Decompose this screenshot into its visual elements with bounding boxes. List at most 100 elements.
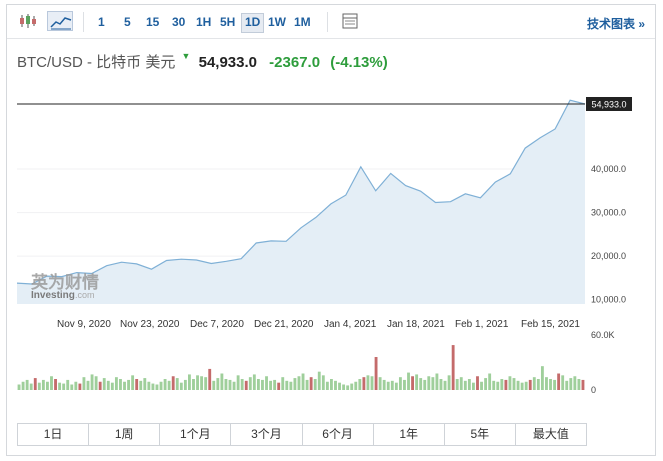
volume-bar xyxy=(33,378,37,390)
watermark-cn: 英为财情 xyxy=(31,272,99,293)
volume-bar xyxy=(123,381,126,390)
range-button[interactable]: 1周 xyxy=(89,424,161,445)
area-chart-icon[interactable] xyxy=(47,11,73,31)
volume-bar xyxy=(29,383,33,390)
volume-bar xyxy=(382,379,386,390)
candlestick-icon[interactable] xyxy=(17,11,39,31)
volume-bar xyxy=(565,380,569,390)
volume-bar xyxy=(398,377,402,390)
y-tick-label: 40,000.0 xyxy=(591,164,626,174)
volume-bar xyxy=(358,379,362,390)
technical-chart-link[interactable]: 技术图表 » xyxy=(586,17,645,31)
volume-bar xyxy=(277,382,281,390)
volume-bar xyxy=(25,379,29,390)
volume-bar xyxy=(98,381,102,390)
volume-bar xyxy=(516,380,520,390)
price-change-percent: (-4.13%) xyxy=(330,54,388,71)
area-chart-icon-graphic xyxy=(50,17,72,30)
timeframe-button[interactable]: 1 xyxy=(98,15,105,29)
volume-bar xyxy=(41,379,45,390)
volume-bar xyxy=(224,379,228,390)
volume-bar xyxy=(256,379,260,390)
symbol-name: BTC/USD - 比特币 美元 xyxy=(17,54,176,71)
volume-bar xyxy=(265,376,268,390)
volume-bar xyxy=(459,377,463,390)
volume-bar xyxy=(106,380,110,390)
volume-bar xyxy=(549,379,552,390)
volume-bar xyxy=(147,381,151,390)
volume-bar xyxy=(512,378,516,390)
volume-bar xyxy=(362,377,366,390)
volume-bar xyxy=(78,383,82,390)
volume-bar xyxy=(403,379,406,390)
range-button[interactable]: 1日 xyxy=(18,424,90,445)
volume-bar xyxy=(536,379,540,390)
volume-bar xyxy=(476,376,479,390)
volume-bar xyxy=(192,379,195,390)
volume-bar xyxy=(171,376,175,390)
volume-bar xyxy=(354,381,358,390)
timeframe-button[interactable]: 1W xyxy=(268,15,286,29)
volume-bar xyxy=(431,377,435,390)
range-button[interactable]: 最大值 xyxy=(532,427,569,441)
down-arrow-icon: ▼ xyxy=(181,51,191,61)
volume-bar xyxy=(102,378,106,390)
volume-bar xyxy=(62,383,66,390)
timeframe-button[interactable]: 1H xyxy=(196,15,212,29)
range-button[interactable]: 5年 xyxy=(445,424,516,445)
volume-bar xyxy=(236,375,240,390)
last-price: 54,933.0 xyxy=(198,54,257,71)
x-tick-label: Dec 7, 2020 xyxy=(190,319,244,330)
price-change: -2367.0 xyxy=(269,54,321,71)
volume-bar xyxy=(127,379,130,390)
range-button[interactable]: 1个月 xyxy=(160,424,232,445)
volume-bar xyxy=(472,382,475,390)
volume-bar xyxy=(196,375,199,390)
volume-bar xyxy=(439,379,443,390)
volume-bar xyxy=(435,373,439,390)
volume-bar xyxy=(532,377,536,390)
volume-bar xyxy=(50,376,53,390)
volume-bar xyxy=(119,379,122,390)
volume-bar xyxy=(463,380,467,390)
volume-bar xyxy=(325,381,329,390)
volume-bar xyxy=(212,380,216,390)
range-button[interactable]: 6个月 xyxy=(303,424,374,445)
volume-bar xyxy=(540,366,544,390)
volume-bar xyxy=(524,381,528,390)
volume-bar xyxy=(175,378,179,390)
volume-bar xyxy=(386,381,390,390)
timeframe-button[interactable]: 30 xyxy=(172,15,186,29)
range-button[interactable]: 1年 xyxy=(374,424,445,445)
volume-bar xyxy=(488,373,492,390)
x-tick-label: Jan 4, 2021 xyxy=(324,319,377,330)
volume-bar xyxy=(216,378,220,390)
volume-bar xyxy=(58,382,62,390)
volume-bar xyxy=(240,379,244,390)
timeframe-button[interactable]: 1D xyxy=(241,13,265,33)
volume-bar xyxy=(520,382,524,390)
range-button[interactable]: 3个月 xyxy=(231,424,303,445)
volume-bar xyxy=(317,371,321,390)
volume-bar xyxy=(252,374,256,390)
volume-bar xyxy=(394,382,398,390)
volume-bar xyxy=(46,381,49,390)
volume-bar xyxy=(188,374,191,390)
y-tick-label: 30,000.0 xyxy=(591,208,626,218)
price-chart[interactable]: 54,933.0 10,000.0 20,000.0 30,000.0 40,000.0… xyxy=(7,5,655,417)
volume-bar xyxy=(528,379,532,390)
timeframe-button[interactable]: 15 xyxy=(146,15,160,29)
volume-bar xyxy=(557,373,561,390)
volume-bar xyxy=(577,379,581,390)
timeframe-button[interactable]: 1M xyxy=(294,15,311,29)
volume-bar xyxy=(90,374,94,390)
volume-bar xyxy=(569,378,573,390)
volume-bar xyxy=(334,380,337,390)
grid-settings-icon[interactable] xyxy=(339,11,361,31)
volume-bar xyxy=(204,377,208,390)
x-tick-label: Jan 18, 2021 xyxy=(387,319,445,330)
timeframe-button[interactable]: 5 xyxy=(124,15,131,29)
volume-bar xyxy=(301,373,305,390)
volume-bar xyxy=(155,384,159,390)
timeframe-button[interactable]: 5H xyxy=(220,15,236,29)
